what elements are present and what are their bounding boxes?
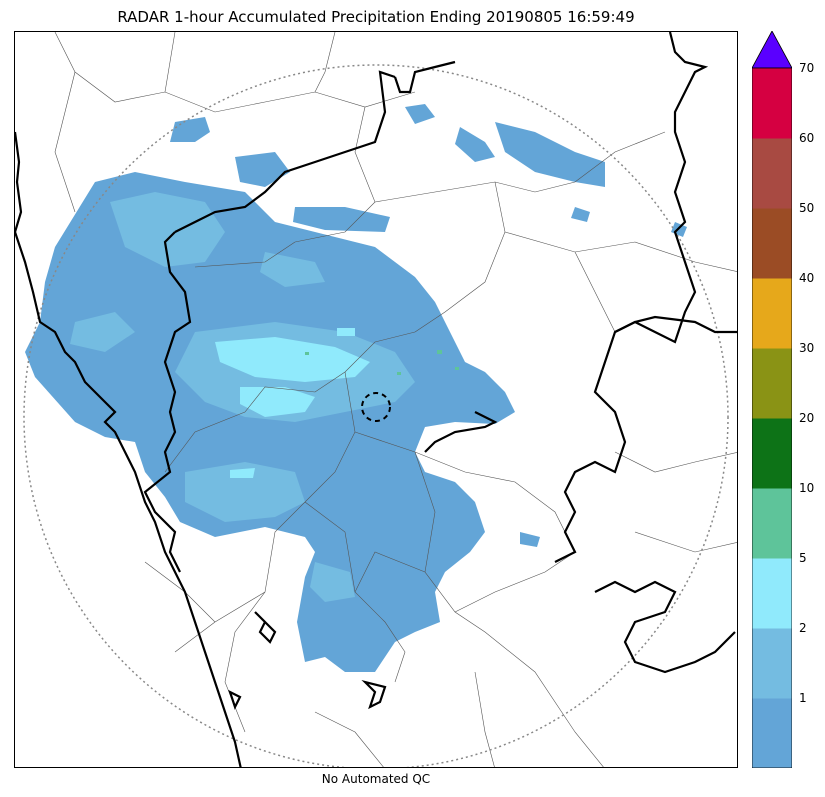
minor-border-10 [244, 331, 416, 413]
minor-border-1 [54, 32, 416, 113]
colorbar-tick-label: 5 [799, 551, 807, 565]
minor-border-14 [414, 451, 604, 767]
minor-border-17 [314, 711, 384, 767]
minor-border-24 [354, 551, 426, 593]
precip-intense-3 [437, 350, 442, 354]
minor-border-19 [614, 451, 737, 473]
colorbar-tick-label: 50 [799, 201, 815, 215]
chart-title: RADAR 1-hour Accumulated Precipitation E… [117, 8, 635, 26]
minor-border-5 [194, 241, 296, 268]
colorbar-tick-label: 60 [799, 131, 815, 145]
colorbar-bin [752, 348, 792, 419]
state-border-7 [594, 580, 736, 674]
minor-border-8 [504, 231, 737, 272]
precip-intense-4 [455, 367, 459, 370]
precip-heavy-3 [230, 468, 255, 478]
state-border-1 [174, 70, 396, 233]
colorbar-bin [752, 628, 792, 699]
colorbar-tick-label: 70 [799, 61, 815, 75]
qc-caption: No Automated QC [321, 772, 431, 786]
precip-light-layer [25, 104, 687, 672]
state-border-3 [143, 231, 192, 573]
colorbar-bin [752, 278, 792, 349]
colorbar-bins [752, 68, 792, 768]
radar-map[interactable] [14, 31, 738, 768]
colorbar-bin [752, 208, 792, 279]
minor-border-13 [304, 501, 406, 683]
precip-moderate-3 [185, 462, 305, 522]
colorbar-bin [752, 558, 792, 629]
precip-moderate-5 [260, 252, 325, 287]
state-border-4 [424, 411, 498, 453]
precip-heavy-1 [215, 337, 370, 382]
minor-border-12 [354, 431, 576, 553]
precip-region-band [293, 207, 390, 232]
minor-border-6 [374, 131, 666, 203]
colorbar-outline [752, 67, 792, 768]
precip-heavy-4 [337, 328, 355, 336]
minor-border-22 [54, 71, 76, 213]
colorbar-tick-label: 40 [799, 271, 815, 285]
state-border-6 [614, 315, 737, 334]
precip-intense-layer [305, 350, 459, 375]
precip-region-east-cell [571, 207, 590, 222]
radar-site-marker [361, 392, 391, 422]
colorbar-tick-label: 1 [799, 691, 807, 705]
colorbar-tick-label: 10 [799, 481, 815, 495]
minor-border-18 [474, 671, 495, 767]
minor-border-3 [164, 32, 176, 93]
colorbar-bin [752, 488, 792, 559]
minor-borders [54, 32, 737, 767]
coastline [15, 131, 242, 767]
precip-region-ne-small [455, 127, 495, 162]
enclave-2 [361, 679, 387, 710]
colorbar-bin [752, 138, 792, 209]
precip-intense-1 [305, 352, 309, 355]
enclave-1 [254, 611, 277, 644]
precip-region-main [25, 172, 515, 672]
state-border-2 [393, 60, 456, 94]
minor-border-21 [164, 411, 246, 473]
colorbar-bin [752, 698, 792, 768]
colorbar-tick-label: 20 [799, 411, 815, 425]
colorbar [752, 31, 792, 768]
precip-region-se-cell [520, 532, 540, 547]
minor-border-7 [414, 181, 506, 333]
colorbar-tick-label: 30 [799, 341, 815, 355]
minor-border-9 [574, 251, 616, 333]
state-border-5 [554, 32, 709, 563]
colorbar-bin [752, 418, 792, 489]
precip-moderate-6 [70, 312, 135, 352]
precip-intense-2 [397, 372, 401, 375]
minor-border-2 [314, 32, 336, 93]
radar-range-ring [23, 64, 729, 767]
minor-border-11 [224, 371, 356, 733]
colorbar-bin [752, 68, 792, 139]
colorbar-extend-triangle [752, 31, 792, 69]
minor-border-15 [454, 551, 576, 613]
colorbar-tick-label: 2 [799, 621, 807, 635]
minor-border-20 [634, 531, 737, 553]
precip-moderate-4 [310, 562, 355, 602]
precip-moderate-1 [110, 192, 225, 267]
precip-region-small-1 [405, 104, 435, 124]
major-borders [15, 32, 737, 767]
enclave-3 [228, 689, 242, 710]
precip-region-north [170, 117, 210, 142]
precip-region-northeast [495, 122, 605, 187]
precip-region-topcenter [235, 152, 290, 187]
